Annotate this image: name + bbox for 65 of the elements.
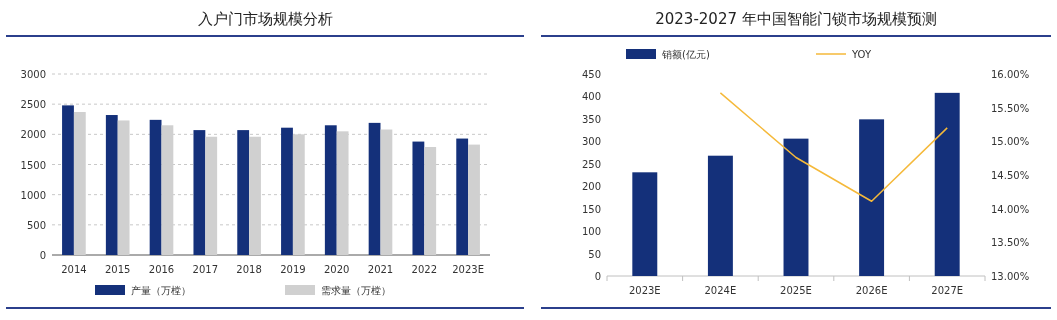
y-tick-label: 300 bbox=[581, 136, 601, 148]
y-tick-label: 0 bbox=[39, 250, 46, 261]
x-tick-label: 2022 bbox=[411, 264, 438, 275]
bar bbox=[380, 129, 393, 255]
bar bbox=[368, 122, 381, 255]
x-tick-label: 2020 bbox=[323, 264, 350, 275]
x-tick-label: 2026E bbox=[855, 285, 888, 296]
y2-tick-label: 13.50% bbox=[991, 237, 1030, 249]
bar bbox=[62, 105, 74, 255]
y-tick-label: 400 bbox=[581, 91, 601, 103]
x-tick-label: 2021 bbox=[367, 264, 394, 275]
y-tick-label: 350 bbox=[581, 113, 601, 125]
x-tick-label: 2023E bbox=[452, 264, 484, 275]
y-tick-label: 450 bbox=[581, 69, 601, 80]
bar bbox=[783, 138, 809, 276]
chart-title: 入户门市场规模分析 bbox=[197, 10, 333, 28]
y-tick-label: 250 bbox=[581, 158, 601, 170]
x-tick-label: 2017 bbox=[192, 264, 219, 275]
y-tick-label: 50 bbox=[588, 248, 601, 260]
y-tick-label: 3000 bbox=[20, 69, 46, 80]
bar bbox=[149, 119, 162, 255]
y-tick-label: 200 bbox=[581, 181, 601, 193]
y2-tick-label: 15.00% bbox=[991, 136, 1030, 148]
line-series bbox=[719, 92, 948, 203]
y-tick-label: 500 bbox=[26, 219, 46, 231]
legend-label: 需求量（万樘） bbox=[321, 285, 391, 296]
y-tick-label: 1000 bbox=[20, 189, 46, 201]
x-tick-label: 2018 bbox=[236, 264, 262, 275]
bar bbox=[859, 119, 885, 276]
bar bbox=[237, 130, 250, 255]
y-tick-label: 2500 bbox=[20, 99, 46, 111]
y-tick-label: 0 bbox=[594, 271, 601, 282]
x-tick-label: 2015 bbox=[104, 264, 131, 275]
bar bbox=[632, 172, 658, 276]
y-tick-label: 2000 bbox=[20, 129, 46, 141]
legend-label: 产量（万樘） bbox=[131, 285, 191, 296]
legend-label: YOY bbox=[851, 49, 872, 60]
bar bbox=[707, 155, 733, 276]
bar bbox=[934, 92, 960, 276]
x-tick-label: 2024E bbox=[704, 285, 737, 296]
y2-tick-label: 14.00% bbox=[991, 203, 1030, 215]
y-tick-label: 150 bbox=[581, 203, 601, 215]
y2-tick-label: 15.50% bbox=[991, 102, 1030, 114]
bar bbox=[412, 141, 425, 255]
y2-tick-label: 14.50% bbox=[991, 170, 1030, 181]
bar bbox=[336, 131, 349, 255]
bar bbox=[205, 136, 218, 255]
bar bbox=[193, 130, 206, 255]
x-tick-label: 2027E bbox=[931, 285, 964, 296]
chart-title: 2023-2027 年中国智能门锁市场规模预测 bbox=[655, 10, 937, 28]
y2-tick-label: 16.00% bbox=[991, 69, 1030, 80]
y-tick-label: 1500 bbox=[20, 159, 46, 171]
x-tick-label: 2019 bbox=[280, 264, 306, 275]
x-tick-label: 2016 bbox=[148, 264, 175, 275]
x-tick-label: 2023E bbox=[628, 285, 661, 296]
bar bbox=[105, 115, 118, 255]
bar bbox=[456, 138, 469, 255]
y-tick-label: 100 bbox=[581, 226, 601, 238]
y2-tick-label: 13.00% bbox=[991, 271, 1030, 282]
x-tick-label: 2025E bbox=[780, 285, 812, 296]
bar bbox=[281, 127, 293, 255]
bar bbox=[324, 125, 337, 255]
legend-label: 销额(亿元) bbox=[661, 49, 710, 60]
x-tick-label: 2014 bbox=[61, 264, 87, 275]
bar bbox=[73, 112, 86, 255]
